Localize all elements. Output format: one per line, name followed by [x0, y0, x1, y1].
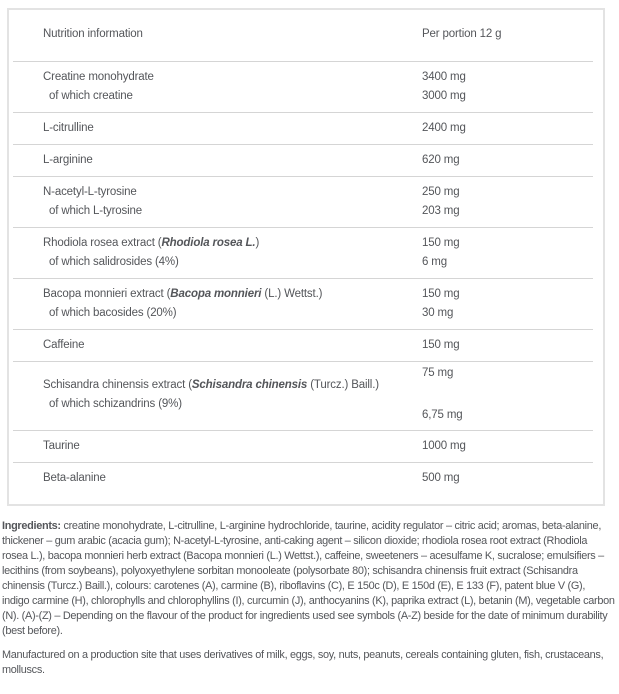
label-text: Taurine: [43, 440, 80, 452]
label-text: (Turcz.) Baill.): [307, 379, 379, 391]
label-text: L-arginine: [43, 154, 93, 166]
nutrient-group: Creatine monohydrate 3400 mg of which crea…: [13, 62, 593, 113]
nutrient-group: Beta-alanine 500 mg: [13, 463, 593, 504]
label-text: of which creatine: [49, 90, 133, 102]
nutrient-subrow: of which L-tyrosine 203 mg: [13, 202, 593, 221]
header-row: Nutrition information Per portion 12 g: [13, 25, 593, 44]
nutrient-label: Beta-alanine: [43, 469, 422, 488]
nutrient-label: L-citrulline: [43, 119, 422, 138]
nutrient-label: Caffeine: [43, 336, 422, 355]
nutrient-value: 620 mg: [422, 154, 460, 166]
nutrition-table-header: Nutrition information Per portion 12 g: [13, 10, 593, 62]
ingredients-label: Ingredients:: [2, 520, 61, 532]
nutrient-group: L-arginine 620 mg: [13, 145, 593, 177]
nutrient-label: of which bacosides (20%): [43, 304, 422, 323]
nutrient-value: 250 mg: [422, 186, 460, 198]
label-text: (L.) Wettst.): [261, 288, 323, 300]
allergen-notice: Manufactured on a production site that u…: [2, 649, 604, 676]
nutrient-label: Rhodiola rosea extract (Rhodiola rosea L…: [43, 234, 422, 253]
supplement-label-panel: Nutrition information Per portion 12 g C…: [0, 8, 619, 678]
nutrient-value: 203 mg: [422, 205, 460, 217]
nutrient-value: 75 mg: [422, 367, 454, 379]
nutrient-row: Beta-alanine 500 mg: [13, 469, 593, 488]
nutrient-label: N-acetyl-L-tyrosine: [43, 183, 422, 202]
label-text: Bacopa monnieri extract (: [43, 288, 171, 300]
label-text: L-citrulline: [43, 122, 94, 134]
nutrient-value: 2400 mg: [422, 122, 466, 134]
nutrient-value: 500 mg: [422, 472, 460, 484]
nutrient-group: L-citrulline 2400 mg: [13, 113, 593, 145]
nutrient-value: 150 mg: [422, 237, 460, 249]
nutrient-row: L-citrulline 2400 mg: [13, 119, 593, 138]
nutrient-value: 3400 mg: [422, 71, 466, 83]
label-text: of which bacosides (20%): [49, 307, 177, 319]
nutrient-row: Taurine 1000 mg: [13, 437, 593, 456]
nutrient-label: Taurine: [43, 437, 422, 456]
species-name: Schisandra chinensis: [191, 379, 308, 391]
label-text: Schisandra chinensis extract (: [43, 379, 192, 391]
label-text: of which L-tyrosine: [49, 205, 143, 217]
label-text: Beta-alanine: [43, 472, 106, 484]
label-text: Rhodiola rosea extract (: [43, 237, 162, 249]
nutrient-value: 150 mg: [422, 339, 460, 351]
species-name: Bacopa monnieri: [170, 288, 262, 300]
nutrient-label: of which creatine: [43, 87, 422, 106]
nutrient-value: 30 mg: [422, 307, 454, 319]
nutrient-label: of which L-tyrosine: [43, 202, 422, 221]
label-text: N-acetyl-L-tyrosine: [43, 186, 137, 198]
nutrient-group: Rhodiola rosea extract (Rhodiola rosea L…: [13, 228, 593, 279]
nutrient-group: Bacopa monnieri extract (Bacopa monnieri…: [13, 279, 593, 330]
nutrient-value: 3000 mg: [422, 90, 466, 102]
label-text: ): [255, 237, 260, 249]
nutrient-subrow: of which salidrosides (4%) 6 mg: [13, 253, 593, 272]
label-text: of which salidrosides (4%): [49, 256, 179, 268]
nutrient-subrow: of which schizandrins (9%) 6,75 mg: [13, 395, 593, 421]
label-text: of which schizandrins (9%): [49, 398, 182, 410]
nutrient-label: Bacopa monnieri extract (Bacopa monnieri…: [43, 285, 422, 304]
header-portion-value: Per portion 12 g: [422, 28, 502, 40]
nutrient-subrow: of which creatine 3000 mg: [13, 87, 593, 106]
nutrient-label: Schisandra chinensis extract (Schisandra…: [43, 376, 422, 395]
nutrient-row: Creatine monohydrate 3400 mg: [13, 68, 593, 87]
nutrient-label: Creatine monohydrate: [43, 68, 422, 87]
nutrient-row: Caffeine 150 mg: [13, 336, 593, 355]
nutrient-label: L-arginine: [43, 151, 422, 170]
nutrient-row: N-acetyl-L-tyrosine 250 mg: [13, 183, 593, 202]
nutrient-label: of which schizandrins (9%): [43, 395, 422, 414]
nutrient-group: Caffeine 150 mg: [13, 330, 593, 362]
nutrient-row: Schisandra chinensis extract (Schisandra…: [13, 367, 593, 395]
nutrient-subrow: of which bacosides (20%) 30 mg: [13, 304, 593, 323]
nutrient-row: Rhodiola rosea extract (Rhodiola rosea L…: [13, 234, 593, 253]
nutrient-label: of which salidrosides (4%): [43, 253, 422, 272]
nutrient-value: 150 mg: [422, 288, 460, 300]
ingredients-text: creatine monohydrate, L-citrulline, L-ar…: [2, 520, 615, 637]
nutrient-row: Bacopa monnieri extract (Bacopa monnieri…: [13, 285, 593, 304]
nutrient-value: 1000 mg: [422, 440, 466, 452]
nutrient-value: 6 mg: [422, 256, 447, 268]
nutrient-group: Schisandra chinensis extract (Schisandra…: [13, 362, 593, 431]
nutrient-row: L-arginine 620 mg: [13, 151, 593, 170]
ingredients-paragraph: Ingredients: creatine monohydrate, L-cit…: [2, 519, 615, 639]
nutrient-group: N-acetyl-L-tyrosine 250 mg of which L-tyro…: [13, 177, 593, 228]
label-text: Creatine monohydrate: [43, 71, 154, 83]
nutrient-group: Taurine 1000 mg: [13, 431, 593, 463]
nutrient-value: 6,75 mg: [422, 409, 463, 421]
nutrition-table: Nutrition information Per portion 12 g C…: [7, 8, 605, 506]
label-text: Caffeine: [43, 339, 85, 351]
nutrition-table-body: Creatine monohydrate 3400 mg of which crea…: [9, 62, 603, 504]
header-label: Nutrition information: [43, 28, 143, 40]
label-footnotes: Ingredients: creatine monohydrate, L-cit…: [2, 519, 615, 678]
species-name: Rhodiola rosea L.: [161, 237, 256, 249]
